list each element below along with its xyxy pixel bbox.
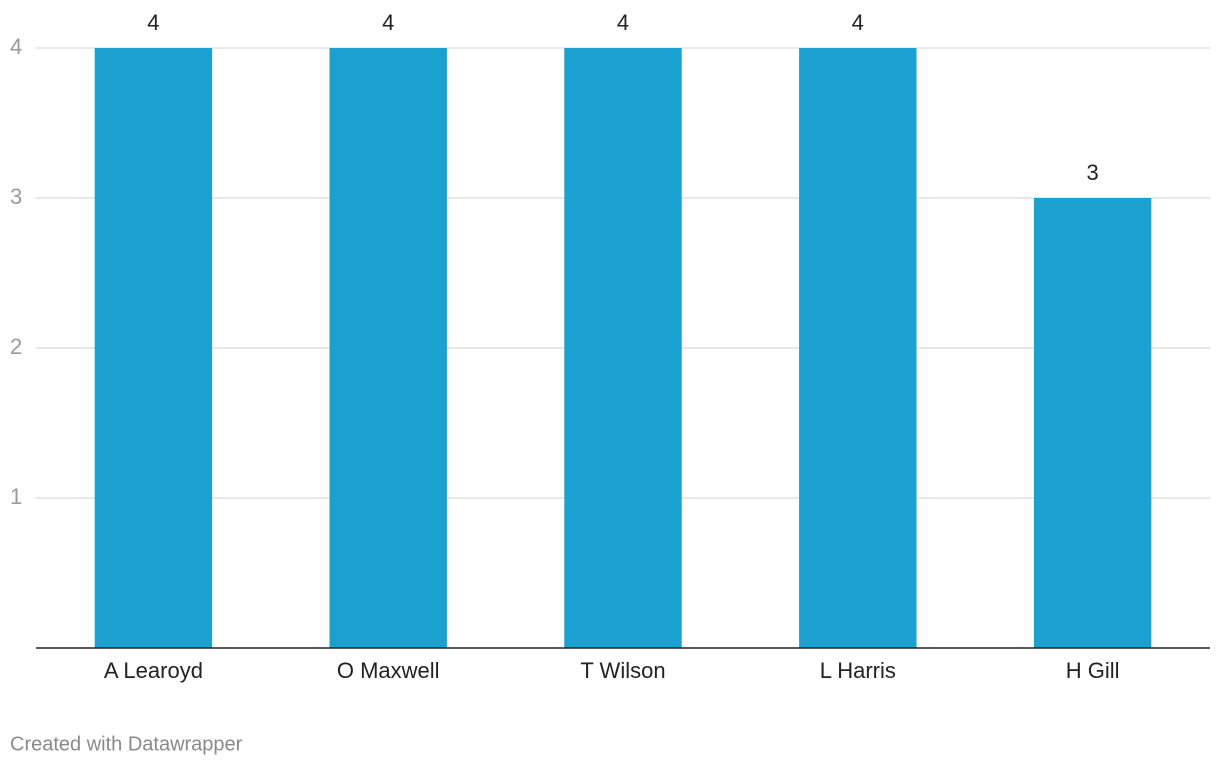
- bar: [329, 48, 447, 648]
- value-label: 4: [382, 10, 394, 35]
- value-label: 3: [1086, 160, 1098, 185]
- value-label: 4: [852, 10, 864, 35]
- x-tick-label: L Harris: [820, 658, 896, 683]
- x-tick-label: H Gill: [1066, 658, 1120, 683]
- y-tick-label: 4: [10, 34, 22, 59]
- x-tick-label: A Learoyd: [104, 658, 203, 683]
- x-tick-label: T Wilson: [580, 658, 665, 683]
- bar: [1033, 198, 1152, 648]
- bar: [94, 48, 213, 648]
- value-label: 4: [147, 10, 159, 35]
- bar: [564, 48, 682, 648]
- y-tick-label: 3: [10, 184, 22, 209]
- value-label: 4: [617, 10, 629, 35]
- y-tick-label: 2: [10, 334, 22, 359]
- x-tick-label: O Maxwell: [337, 658, 440, 683]
- y-tick-label: 1: [10, 484, 22, 509]
- bar: [799, 48, 917, 648]
- footer: Created with Datawrapper: [10, 733, 243, 755]
